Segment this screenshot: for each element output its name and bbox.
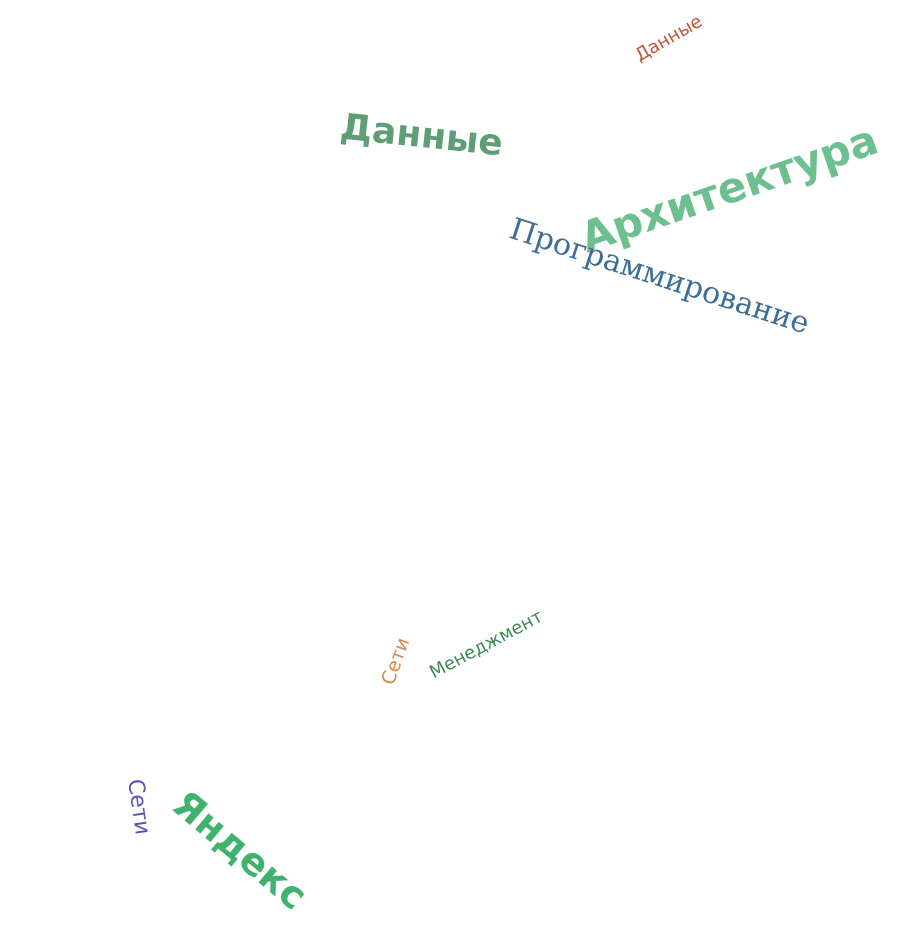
word-networks-left: Сети [122,777,155,837]
word-networks-small: Сети [377,634,415,688]
word-yandex: Яндекс [164,781,316,919]
word-architecture: Архитектура [574,114,884,263]
word-management: Менеджмент [426,605,547,684]
word-data-big: Данные [338,106,505,165]
word-data-small: Данные [631,10,706,67]
